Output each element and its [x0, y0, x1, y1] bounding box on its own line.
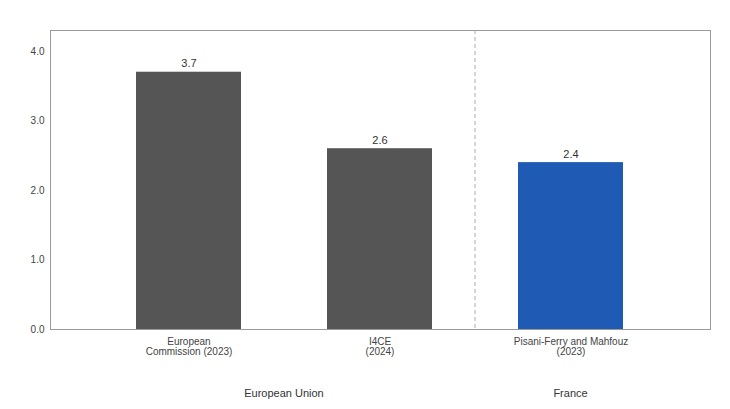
svg-text:I4CE(2024): I4CE(2024) — [366, 336, 395, 357]
svg-text:0.0: 0.0 — [31, 324, 45, 335]
svg-text:Pisani-Ferry and Mahfouz(2023): Pisani-Ferry and Mahfouz(2023) — [514, 336, 629, 357]
svg-text:EuropeanCommission (2023): EuropeanCommission (2023) — [146, 336, 233, 357]
svg-text:2.4: 2.4 — [563, 148, 578, 160]
svg-text:3.7: 3.7 — [181, 57, 196, 69]
svg-text:2.0: 2.0 — [31, 185, 45, 196]
svg-text:2.6: 2.6 — [372, 134, 387, 146]
svg-text:4.0: 4.0 — [31, 46, 45, 57]
svg-text:European Union: European Union — [244, 387, 324, 399]
svg-text:3.0: 3.0 — [31, 115, 45, 126]
svg-text:1.0: 1.0 — [31, 254, 45, 265]
svg-text:France: France — [553, 387, 587, 399]
